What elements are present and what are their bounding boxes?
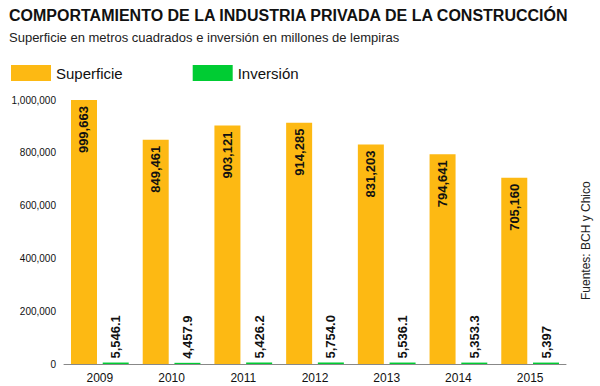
svg-text:2009: 2009 (87, 371, 114, 385)
svg-text:5,754.0: 5,754.0 (323, 315, 338, 358)
svg-text:5,353.3: 5,353.3 (467, 315, 482, 358)
svg-text:200,000: 200,000 (20, 306, 57, 317)
svg-text:2012: 2012 (302, 371, 329, 385)
svg-text:800,000: 800,000 (20, 147, 57, 158)
svg-text:600,000: 600,000 (20, 200, 57, 211)
svg-text:2015: 2015 (517, 371, 544, 385)
svg-text:Superficie en metros cuadrados: Superficie en metros cuadrados e inversi… (9, 30, 400, 45)
svg-text:Inversión: Inversión (238, 65, 299, 82)
svg-text:4,457.9: 4,457.9 (180, 315, 195, 358)
svg-text:831,203: 831,203 (363, 151, 378, 198)
svg-text:999,663: 999,663 (76, 106, 91, 153)
svg-text:5,397: 5,397 (539, 326, 554, 359)
svg-text:0: 0 (50, 359, 56, 370)
svg-text:Superficie: Superficie (56, 65, 123, 82)
svg-text:914,285: 914,285 (292, 129, 307, 176)
svg-text:5,536.1: 5,536.1 (395, 315, 410, 358)
svg-text:705,160: 705,160 (507, 184, 522, 231)
svg-text:1,000,000: 1,000,000 (12, 95, 57, 106)
svg-text:903,121: 903,121 (220, 132, 235, 179)
svg-text:400,000: 400,000 (20, 253, 57, 264)
svg-text:5,546.1: 5,546.1 (108, 315, 123, 358)
svg-text:COMPORTAMIENTO DE LA INDUSTRIA: COMPORTAMIENTO DE LA INDUSTRIA PRIVADA D… (9, 6, 568, 24)
svg-text:2014: 2014 (445, 371, 472, 385)
svg-text:2011: 2011 (230, 371, 256, 385)
svg-text:849,461: 849,461 (148, 146, 163, 193)
svg-text:5,426.2: 5,426.2 (252, 315, 267, 358)
svg-text:2013: 2013 (373, 371, 400, 385)
svg-text:794,641: 794,641 (435, 160, 450, 207)
svg-text:2010: 2010 (158, 371, 185, 385)
svg-text:Fuentes: BCH y Chico: Fuentes: BCH y Chico (579, 181, 593, 300)
